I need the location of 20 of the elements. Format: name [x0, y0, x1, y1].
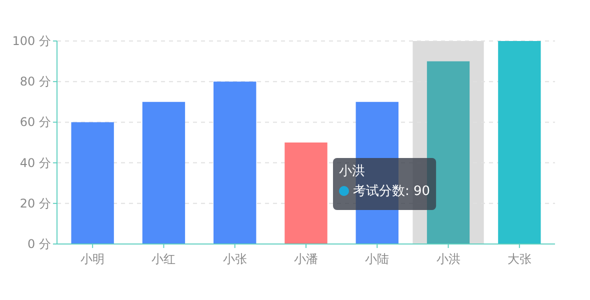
bar — [71, 122, 114, 244]
y-tick-label: 100 分 — [12, 34, 51, 48]
x-tick-label: 小陆 — [365, 252, 390, 266]
x-tick-label: 小张 — [222, 252, 247, 266]
annotation: 小洪 — [339, 164, 365, 179]
bar — [284, 142, 328, 244]
x-tick-label: 小潘 — [294, 252, 318, 266]
y-tick-label: 60 分 — [20, 115, 51, 130]
bar — [142, 102, 186, 244]
x-tick-label: 小红 — [152, 252, 176, 266]
y-tick-label: 20 分 — [20, 196, 51, 210]
y-tick-label: 80 分 — [20, 74, 51, 89]
x-tick-label: 小洪 — [436, 252, 460, 266]
y-tick-label: 40 分 — [20, 156, 51, 170]
bar — [214, 82, 256, 244]
x-tick-label: 大张 — [507, 252, 532, 266]
annotation: 考试分数: 90 — [353, 184, 430, 199]
bar — [498, 41, 541, 244]
x-tick-label: 小明 — [80, 252, 105, 266]
y-tick-label: 0 分 — [28, 237, 51, 251]
